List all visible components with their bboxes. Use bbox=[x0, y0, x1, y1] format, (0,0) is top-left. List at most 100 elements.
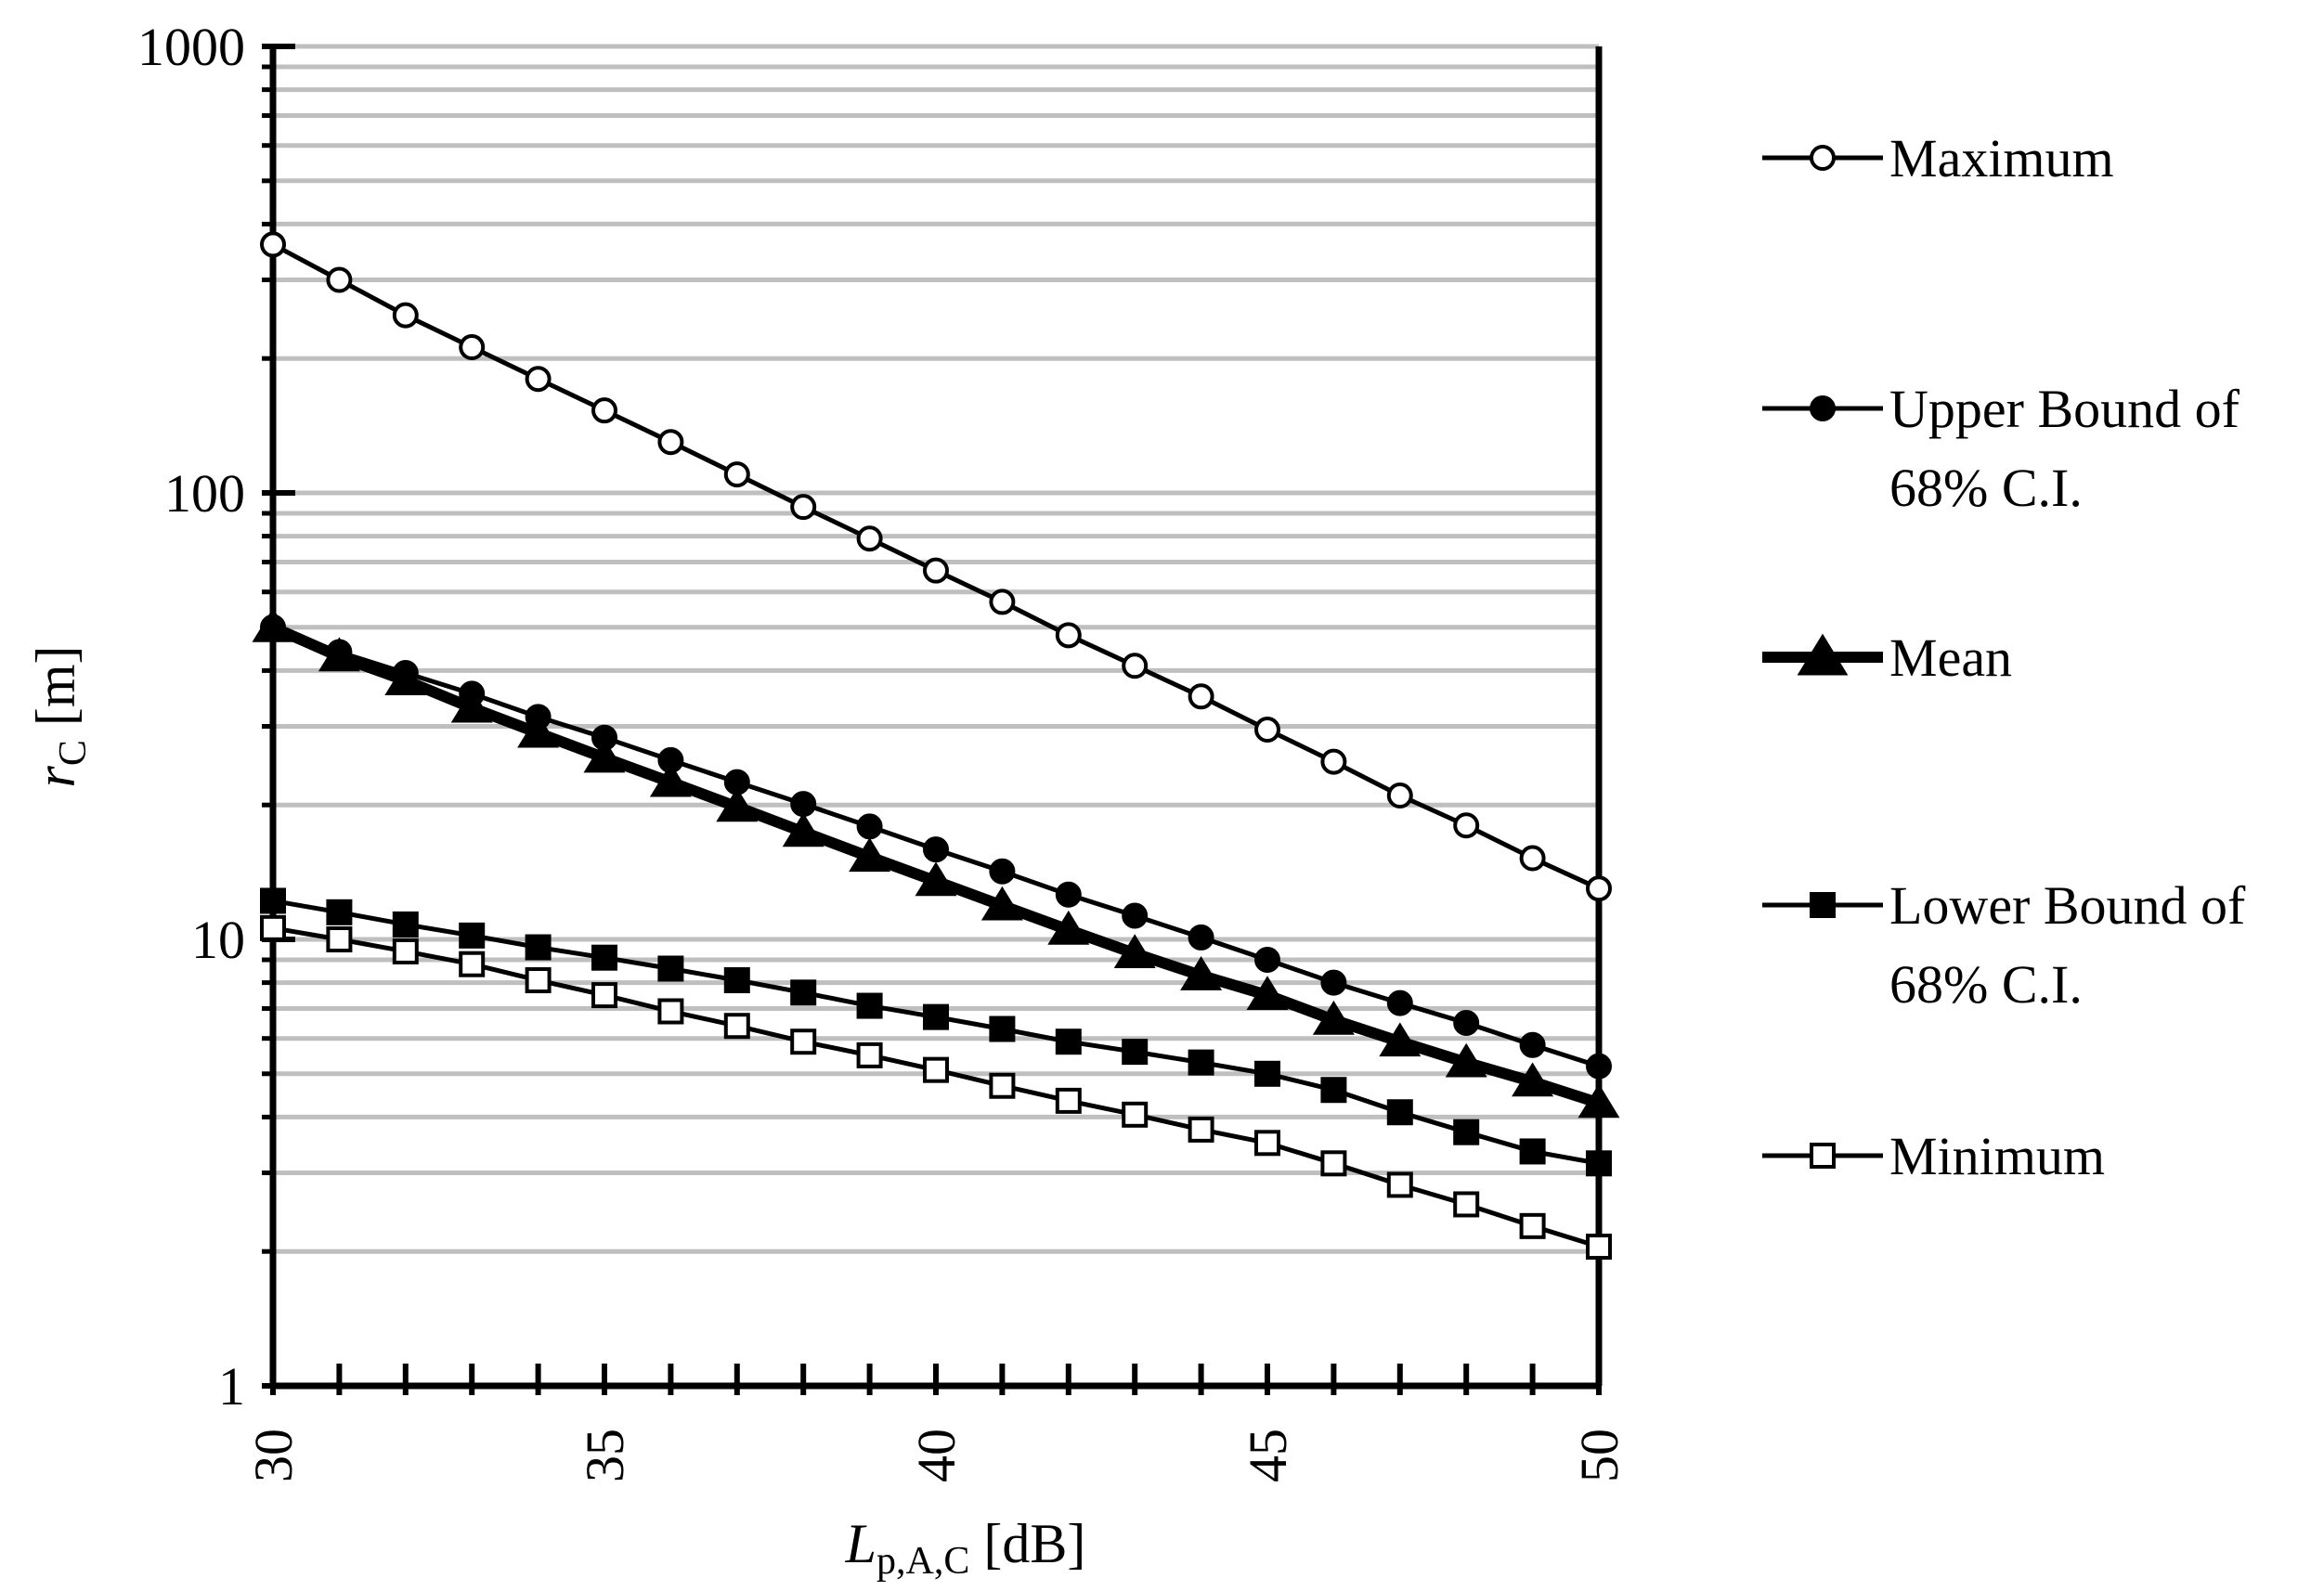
data-point bbox=[525, 934, 552, 961]
data-point bbox=[856, 992, 883, 1019]
data-point bbox=[1188, 1116, 1214, 1143]
data-point bbox=[459, 922, 486, 949]
data-point bbox=[923, 836, 949, 863]
x-tick-label: 35 bbox=[575, 1429, 635, 1482]
data-point bbox=[260, 231, 286, 258]
legend-label: Mean bbox=[1889, 627, 2012, 688]
data-point bbox=[1445, 1042, 1487, 1078]
data-point bbox=[856, 1041, 883, 1068]
y-axis-title-main: r bbox=[25, 766, 86, 788]
series-layer bbox=[252, 231, 1620, 1261]
data-point bbox=[1386, 783, 1413, 809]
x-tick-label: 30 bbox=[243, 1429, 304, 1482]
data-point bbox=[318, 637, 360, 672]
x-tick-label: 40 bbox=[906, 1429, 967, 1482]
data-point bbox=[1586, 1234, 1612, 1261]
data-point bbox=[260, 887, 286, 914]
y-tick-label: 100 bbox=[164, 463, 245, 524]
data-point bbox=[1055, 622, 1082, 649]
data-point bbox=[1453, 1009, 1480, 1036]
data-point bbox=[1386, 990, 1413, 1016]
data-point bbox=[1254, 1130, 1280, 1157]
gridlines bbox=[273, 44, 1599, 1254]
data-point bbox=[923, 1056, 949, 1083]
legend-label: Minimum bbox=[1889, 1126, 2105, 1186]
legend-item: Lower Bound of 68% C.I. bbox=[1762, 875, 2246, 1015]
y-tick-label: 1000 bbox=[137, 17, 245, 77]
data-point bbox=[459, 951, 486, 977]
data-point bbox=[591, 944, 617, 971]
legend-label: Lower Bound of bbox=[1889, 875, 2246, 936]
data-point bbox=[790, 494, 817, 521]
series-0 bbox=[260, 231, 1612, 902]
data-point bbox=[923, 557, 949, 584]
data-point bbox=[1519, 1212, 1546, 1239]
data-point bbox=[392, 302, 419, 329]
series-4 bbox=[260, 914, 1612, 1261]
data-point bbox=[1519, 1031, 1546, 1058]
data-point bbox=[1047, 910, 1090, 945]
x-tick-label: 45 bbox=[1238, 1429, 1298, 1482]
data-point bbox=[1122, 653, 1149, 679]
tick-labels: 1 10 100 1000 30 35 40 45 50 bbox=[137, 17, 1629, 1482]
data-point bbox=[1180, 956, 1223, 990]
data-point bbox=[1519, 845, 1546, 872]
y-tick-label: 1 bbox=[218, 1356, 245, 1416]
legend: Maximum Upper Bound of 68% C.I. Mean Lower B… bbox=[1762, 128, 2246, 1186]
data-point bbox=[525, 967, 552, 994]
legend-label: 68% C.I. bbox=[1889, 458, 2083, 518]
x-axis-title-subscript: p,A,C bbox=[876, 1540, 969, 1583]
data-point bbox=[657, 998, 684, 1025]
data-point bbox=[723, 967, 750, 994]
data-point bbox=[856, 813, 883, 840]
legend-swatch-marker bbox=[1810, 145, 1836, 171]
data-point bbox=[384, 661, 427, 696]
data-point bbox=[1312, 1000, 1355, 1035]
data-point bbox=[657, 429, 684, 456]
series-2 bbox=[252, 607, 1620, 1119]
data-point bbox=[1453, 812, 1480, 839]
data-point bbox=[1055, 1028, 1082, 1055]
data-point bbox=[1386, 1171, 1413, 1198]
data-point bbox=[1586, 1150, 1612, 1177]
data-point bbox=[790, 979, 817, 1006]
data-point bbox=[1512, 1062, 1554, 1097]
data-point bbox=[260, 914, 286, 941]
data-point bbox=[790, 791, 817, 818]
data-point bbox=[923, 1003, 949, 1030]
legend-swatch-marker bbox=[1810, 395, 1836, 421]
data-point bbox=[1453, 1191, 1480, 1218]
data-point bbox=[1254, 717, 1280, 744]
data-point bbox=[1386, 1099, 1413, 1126]
data-point bbox=[1055, 881, 1082, 908]
legend-item: Mean bbox=[1762, 627, 2012, 688]
data-point bbox=[1453, 1119, 1480, 1145]
x-tick-label: 50 bbox=[1569, 1429, 1629, 1482]
data-point bbox=[459, 334, 486, 361]
x-axis-title-unit: [dB] bbox=[969, 1513, 1085, 1574]
legend-item: Minimum bbox=[1762, 1126, 2105, 1186]
data-point bbox=[326, 926, 353, 952]
data-point bbox=[450, 688, 493, 723]
data-point bbox=[915, 861, 957, 897]
legend-swatch-marker bbox=[1810, 892, 1836, 918]
data-point bbox=[1122, 1101, 1149, 1128]
data-point bbox=[1113, 934, 1156, 969]
data-point bbox=[1254, 1060, 1280, 1087]
data-point bbox=[1586, 875, 1612, 902]
data-point bbox=[1122, 902, 1149, 929]
x-axis-title-main: L bbox=[845, 1513, 876, 1574]
legend-swatch-marker bbox=[1797, 633, 1849, 676]
data-point bbox=[1188, 1049, 1214, 1076]
legend-label: Maximum bbox=[1889, 128, 2114, 188]
data-point bbox=[525, 366, 552, 393]
data-point bbox=[1188, 924, 1214, 951]
data-point bbox=[723, 1013, 750, 1040]
data-point bbox=[790, 1028, 817, 1055]
legend-item: Upper Bound of 68% C.I. bbox=[1762, 379, 2240, 518]
data-point bbox=[252, 607, 294, 642]
y-axis-title: rC [m] bbox=[25, 645, 95, 787]
data-point bbox=[989, 1072, 1016, 1099]
